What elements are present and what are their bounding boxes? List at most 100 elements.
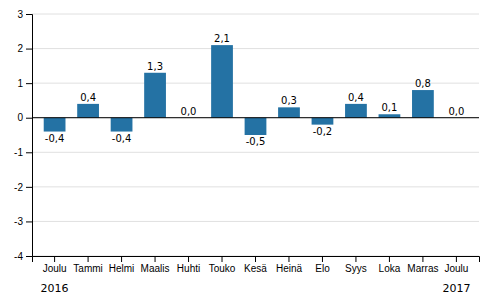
chart: -4 -3 -2 -1 0 1 2 3 Joulu Tammi Helmi Maalis Huhti To… bbox=[0, 0, 491, 302]
y-tick-mark bbox=[26, 83, 32, 84]
x-tick: Maalis bbox=[141, 256, 170, 274]
data-label: 0,1 bbox=[381, 102, 397, 113]
grid-line bbox=[32, 221, 479, 222]
y-tick: -4 bbox=[14, 251, 32, 262]
bar bbox=[211, 45, 233, 118]
y-tick-label: -4 bbox=[14, 251, 23, 262]
data-label: -0,5 bbox=[246, 136, 266, 147]
x-tick-mark bbox=[422, 256, 423, 262]
x-tick: Touko bbox=[209, 256, 236, 274]
x-tick: Tammi bbox=[73, 256, 102, 274]
y-tick-mark bbox=[26, 221, 32, 222]
grid-line bbox=[32, 48, 479, 49]
x-tick-label: Touko bbox=[209, 263, 236, 274]
x-tick: Joulu bbox=[43, 256, 67, 274]
y-tick: 1 bbox=[17, 78, 32, 89]
x-tick: Huhti bbox=[177, 256, 200, 274]
y-tick: 3 bbox=[17, 9, 32, 20]
x-tick-label: Marras bbox=[407, 263, 438, 274]
grid-line bbox=[32, 186, 479, 187]
x-tick-label: Loka bbox=[379, 263, 401, 274]
y-tick-label: -3 bbox=[14, 216, 23, 227]
x-tick: Kesä bbox=[244, 256, 267, 274]
x-tick-mark bbox=[222, 256, 223, 262]
y-tick-label: 1 bbox=[17, 78, 23, 89]
annotations: 2016 2017 bbox=[41, 282, 471, 295]
y-tick-mark bbox=[26, 118, 32, 119]
x-tick-mark bbox=[288, 256, 289, 262]
bar bbox=[379, 114, 401, 117]
x-tick-mark bbox=[355, 256, 356, 262]
grid-line bbox=[32, 152, 479, 153]
y-tick: -3 bbox=[14, 216, 32, 227]
y-tick: 2 bbox=[17, 43, 32, 54]
y-tick-mark bbox=[26, 187, 32, 188]
x-tick-mark bbox=[54, 256, 55, 262]
x-tick-mark bbox=[456, 256, 457, 262]
data-label: 0,8 bbox=[415, 78, 431, 89]
bar bbox=[412, 90, 434, 118]
data-label: 1,3 bbox=[147, 61, 163, 72]
data-label: 2,1 bbox=[214, 33, 230, 44]
bars bbox=[44, 45, 434, 135]
bar bbox=[312, 118, 334, 125]
data-label: 0,3 bbox=[281, 95, 297, 106]
y-tick-label: -1 bbox=[14, 147, 23, 158]
y-tick-label: 3 bbox=[17, 9, 23, 20]
x-tick-label: Elo bbox=[315, 263, 330, 274]
x-tick-mark bbox=[389, 256, 390, 262]
grid-line bbox=[32, 117, 479, 118]
y-tick-mark bbox=[26, 152, 32, 153]
x-axis-line bbox=[33, 257, 480, 263]
x-tick-label: Syys bbox=[345, 263, 367, 274]
grid-line bbox=[32, 83, 479, 84]
x-axis: Joulu Tammi Helmi Maalis Huhti Touko Kesä Heinä… bbox=[33, 256, 480, 274]
grid-line bbox=[32, 14, 479, 15]
bar bbox=[345, 104, 367, 118]
y-tick: -2 bbox=[14, 182, 32, 193]
x-tick-mark bbox=[255, 256, 256, 262]
data-label: 0,0 bbox=[448, 106, 464, 117]
x-tick-label: Joulu bbox=[43, 263, 67, 274]
x-tick-mark bbox=[121, 256, 122, 262]
x-tick: Helmi bbox=[109, 256, 135, 274]
x-tick-mark bbox=[322, 256, 323, 262]
x-tick-mark bbox=[155, 256, 156, 262]
x-tick-label: Joulu bbox=[444, 263, 468, 274]
y-tick: 0 bbox=[17, 112, 32, 123]
x-tick: Joulu bbox=[444, 256, 468, 274]
grid bbox=[32, 14, 479, 256]
bar bbox=[111, 118, 133, 132]
data-label: -0,4 bbox=[45, 133, 65, 144]
data-label: 0,4 bbox=[348, 92, 364, 103]
bar bbox=[77, 104, 99, 118]
y-tick: -1 bbox=[14, 147, 32, 158]
y-axis-line bbox=[26, 15, 33, 257]
year-label: 2017 bbox=[442, 282, 470, 295]
x-tick: Loka bbox=[379, 256, 401, 274]
y-tick-mark bbox=[26, 49, 32, 50]
x-tick: Elo bbox=[315, 256, 330, 274]
x-tick-label: Maalis bbox=[141, 263, 170, 274]
x-tick-label: Kesä bbox=[244, 263, 267, 274]
year-label: 2016 bbox=[41, 282, 69, 295]
bar bbox=[278, 107, 300, 117]
data-label: 0,0 bbox=[181, 106, 197, 117]
x-tick: Marras bbox=[407, 256, 438, 274]
x-tick-mark bbox=[88, 256, 89, 262]
plot: -4 -3 -2 -1 0 1 2 3 Joulu Tammi Helmi Maalis Huhti To… bbox=[14, 9, 479, 295]
y-tick-label: 0 bbox=[17, 112, 23, 123]
y-tick-label: 2 bbox=[17, 43, 23, 54]
x-tick-label: Heinä bbox=[276, 263, 303, 274]
bar bbox=[245, 118, 267, 135]
data-labels: -0,40,4-0,41,30,02,1-0,50,3-0,20,40,10,8… bbox=[45, 33, 465, 147]
data-label: -0,2 bbox=[313, 126, 333, 137]
y-tick-label: -2 bbox=[14, 182, 23, 193]
y-axis: -4 -3 -2 -1 0 1 2 3 bbox=[14, 9, 32, 262]
bar bbox=[144, 73, 166, 118]
x-tick-label: Helmi bbox=[109, 263, 135, 274]
data-label: 0,4 bbox=[80, 92, 96, 103]
x-tick-label: Huhti bbox=[177, 263, 200, 274]
x-tick-label: Tammi bbox=[73, 263, 102, 274]
bar bbox=[44, 118, 66, 132]
